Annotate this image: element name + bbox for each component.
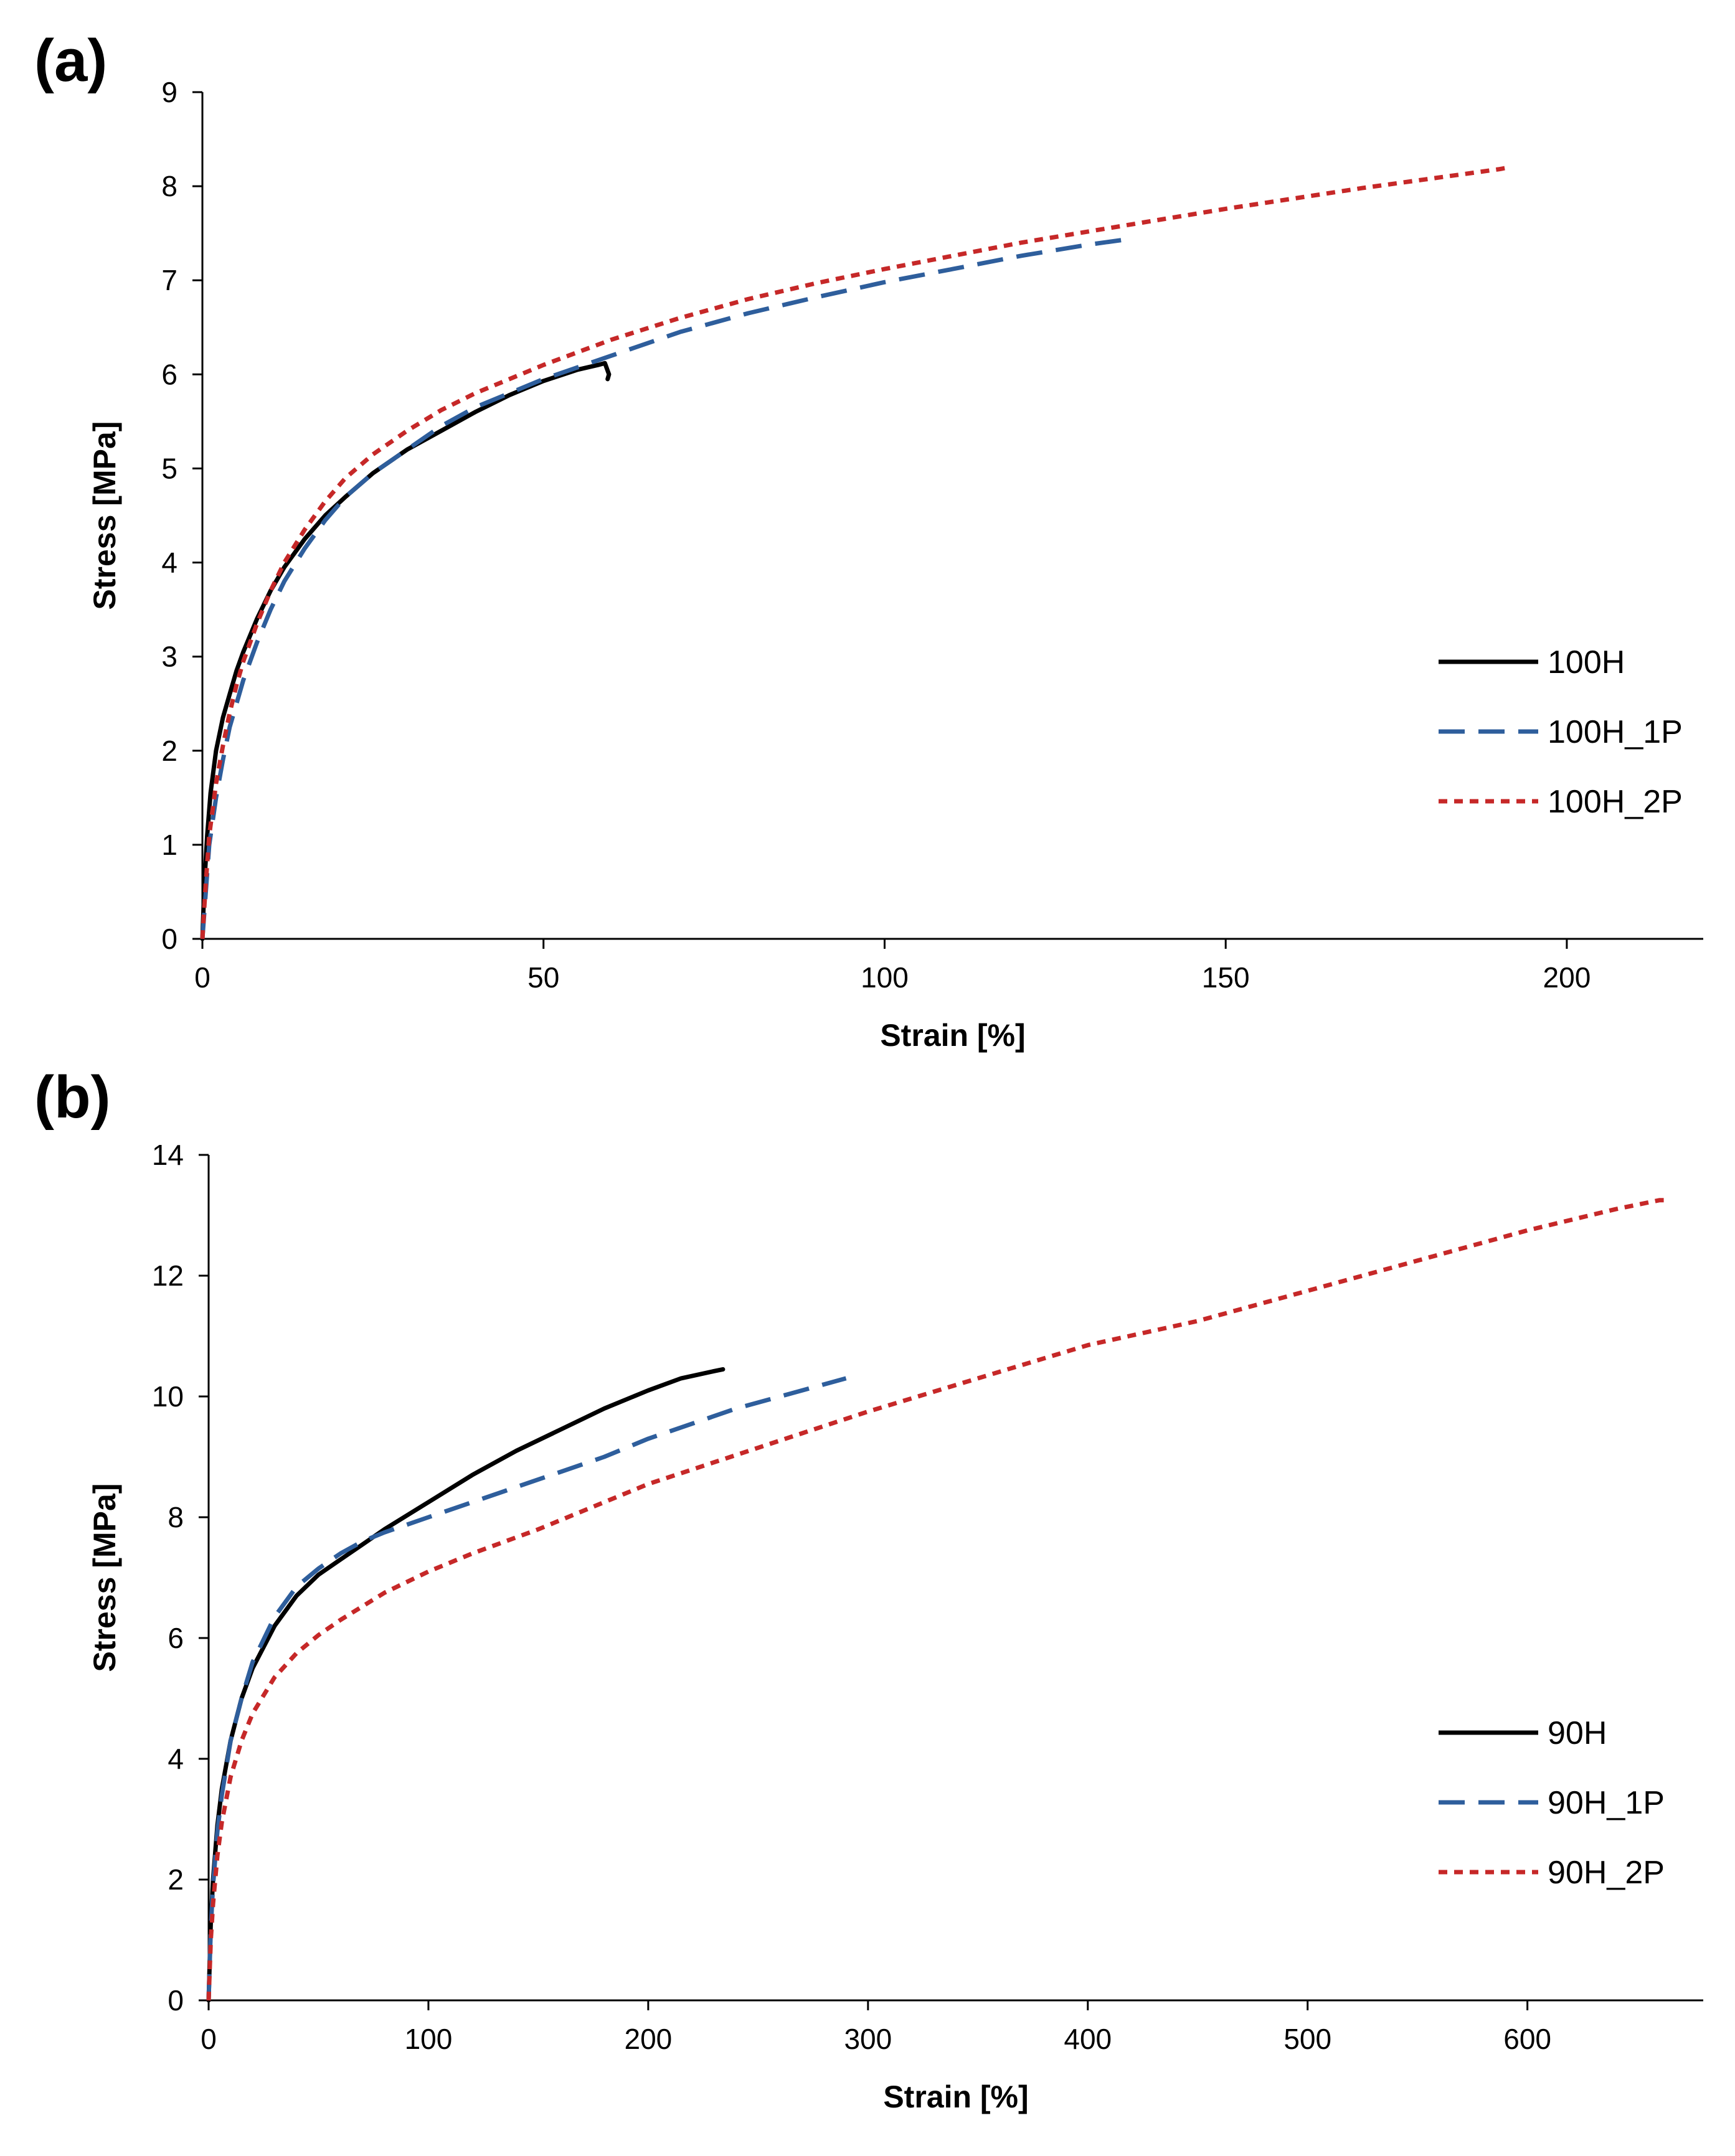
legend-label: 100H — [1548, 644, 1625, 680]
y-tick-label: 4 — [161, 547, 177, 579]
chart-panel-b: (b) 0 2 4 6 8 10 12 14 0 100 200 300 400 500 600 Strain … — [34, 1064, 1703, 2114]
y-tick-label: 8 — [161, 170, 177, 202]
x-tick-label: 0 — [194, 961, 210, 994]
y-tick-label: 10 — [152, 1380, 184, 1413]
y-tick-label: 1 — [161, 829, 177, 861]
y-tick-label: 2 — [168, 1863, 184, 1896]
y-tick-label: 8 — [168, 1501, 184, 1533]
x-tick-label: 100 — [405, 2023, 453, 2055]
x-tick-label: 200 — [625, 2023, 673, 2055]
y-tick-label: 12 — [152, 1259, 184, 1292]
y-tick-label: 9 — [161, 76, 177, 108]
y-tick-label: 6 — [168, 1622, 184, 1654]
series-line-90h — [206, 1367, 726, 2003]
x-axis-title: Strain [%] — [883, 2079, 1028, 2114]
legend-label: 100H_2P — [1548, 784, 1683, 820]
y-tick-label: 4 — [168, 1743, 184, 1775]
x-tick-label: 100 — [861, 961, 909, 994]
series-line-100h-1p — [200, 237, 1135, 939]
y-axis-title: Stress [MPa] — [87, 1484, 122, 1672]
legend-label: 90H — [1548, 1715, 1607, 1751]
x-tick-label: 50 — [527, 961, 559, 994]
legend-label: 90H_1P — [1548, 1785, 1665, 1821]
y-tick-label: 2 — [161, 735, 177, 767]
series-line-90h-1p — [206, 1376, 847, 2001]
y-tick-label: 7 — [161, 264, 177, 296]
y-tick-label: 0 — [161, 923, 177, 955]
series-line-90h-2p — [206, 1198, 1671, 2001]
series-line-100h — [200, 360, 612, 941]
x-tick-label: 400 — [1064, 2023, 1112, 2055]
chart-panel-a: (a) 0 1 2 3 4 5 6 7 8 9 0 50 100 150 200 Strain [%] Stres… — [34, 27, 1703, 1053]
x-tick-label: 150 — [1202, 961, 1250, 994]
y-tick-label: 5 — [161, 452, 177, 484]
y-tick-label: 14 — [152, 1139, 184, 1171]
y-tick-label: 6 — [161, 358, 177, 390]
legend-label: 90H_2P — [1548, 1855, 1665, 1891]
x-tick-label: 0 — [201, 2023, 217, 2055]
y-tick-label: 3 — [161, 641, 177, 673]
panel-label: (b) — [34, 1064, 111, 1131]
x-tick-label: 200 — [1543, 961, 1591, 994]
y-tick-label: 0 — [168, 1984, 184, 2017]
series-line-100h-2p — [200, 165, 1510, 939]
x-tick-label: 300 — [844, 2023, 892, 2055]
x-axis-title: Strain [%] — [880, 1018, 1025, 1053]
x-tick-label: 600 — [1503, 2023, 1551, 2055]
legend-label: 100H_1P — [1548, 714, 1683, 750]
x-tick-label: 500 — [1284, 2023, 1331, 2055]
y-axis-title: Stress [MPa] — [87, 421, 122, 610]
panel-label: (a) — [34, 27, 107, 94]
